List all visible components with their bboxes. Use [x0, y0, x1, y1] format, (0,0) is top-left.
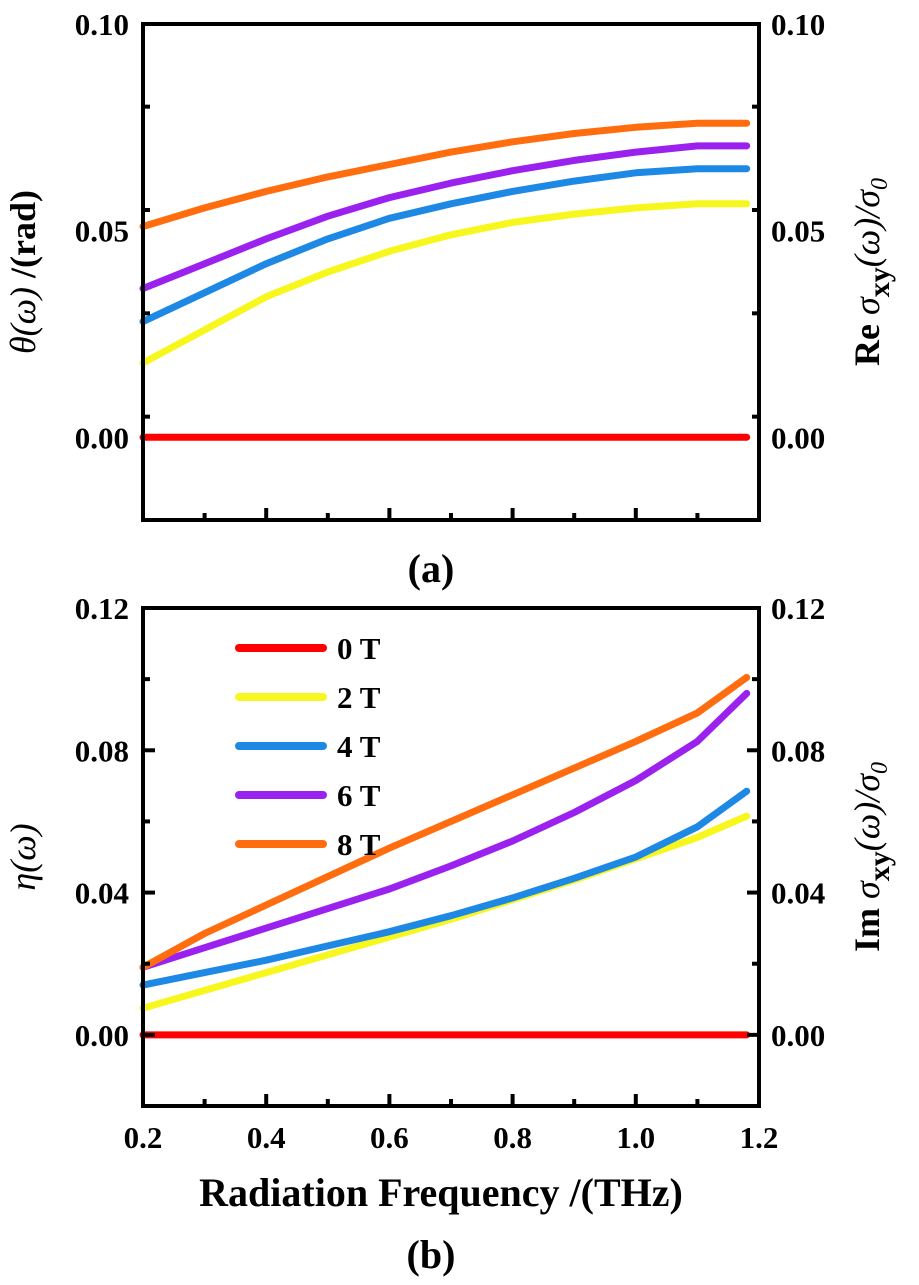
y-tick-label-left: 0.00 [75, 420, 129, 455]
panel-label: (a) [408, 546, 455, 591]
legend-label: 6 T [337, 778, 381, 813]
y-axis-title-right-symbol: σ [847, 880, 887, 899]
y-axis-title-right-symbol: σ [847, 296, 887, 315]
y-axis-title-right-arg: (ω)/σ [847, 189, 887, 267]
y-tick-label-right: 0.12 [771, 591, 825, 626]
x-tick-label: 0.2 [124, 1120, 163, 1155]
panel-a: 0.00 0.05 0.10 0.00 0.05 0.10 θ(ω) /(rad) Re σx… [3, 7, 896, 591]
y-tick-label-left: 0.10 [75, 7, 129, 42]
legend-label: 8 T [337, 827, 381, 862]
y-tick-label-left: 0.00 [75, 1018, 129, 1053]
series-line-2t [139, 200, 751, 367]
plot-frame [141, 606, 761, 1108]
y-axis-title-right-arg: (ω)/σ [847, 773, 887, 851]
y-tick-label-right: 0.04 [771, 876, 825, 911]
y-axis-title-right-sub: xy [863, 267, 896, 297]
y-tick-label-left: 0.12 [75, 591, 129, 626]
y-tick-label-right: 0.00 [771, 1018, 825, 1053]
series-line-4t [139, 787, 751, 989]
y-axis-title-left-unit: /(rad) [3, 190, 43, 287]
x-tick-label: 1.2 [740, 1120, 779, 1155]
legend-label: 4 T [337, 729, 381, 764]
y-axis-title-right-prefix: Re [847, 315, 887, 366]
y-axis-title-left: η(ω) [3, 823, 43, 890]
plot-frame [141, 22, 761, 522]
series-line-6t [139, 689, 751, 971]
panel-label: (b) [407, 1232, 456, 1277]
legend: 0 T 2 T 4 T 6 T 8 T [235, 631, 381, 862]
legend-label: 0 T [337, 631, 381, 666]
y-axis-title-left-symbol: η(ω) [3, 823, 43, 890]
y-tick-label-right: 0.10 [771, 7, 825, 42]
y-axis-title-right-sub0: 0 [867, 178, 893, 190]
y-tick-label-right: 0.05 [771, 214, 825, 249]
legend-label: 2 T [337, 680, 381, 715]
y-axis-title-right-prefix: Im [847, 899, 887, 952]
y-tick-label-right: 0.00 [771, 420, 825, 455]
y-axis-title-left: θ(ω) /(rad) [3, 190, 43, 354]
series-line-8t [139, 119, 751, 230]
y-axis-title-right-sub: xy [863, 851, 896, 881]
y-axis-title-right: Im σxy(ω)/σ0 [847, 762, 896, 952]
y-axis-title-right-sub0: 0 [867, 762, 893, 774]
x-tick-label: 0.4 [247, 1120, 286, 1155]
y-tick-label-right: 0.08 [771, 733, 825, 768]
y-tick-label-left: 0.04 [75, 876, 129, 911]
x-tick-label: 0.8 [493, 1120, 532, 1155]
series-line-8t [139, 673, 751, 971]
series-line-4t [139, 165, 751, 326]
y-axis-title-right: Re σxy(ω)/σ0 [847, 178, 896, 366]
x-tick-label: 0.6 [370, 1120, 409, 1155]
y-axis-title-left-symbol: θ(ω) [3, 287, 43, 354]
y-tick-label-left: 0.08 [75, 733, 129, 768]
x-axis-title: Radiation Frequency /(THz) [199, 1170, 683, 1215]
x-tick-label: 1.0 [616, 1120, 655, 1155]
y-tick-label-left: 0.05 [75, 214, 129, 249]
panel-b: 0.00 0.04 0.08 0.12 0.00 0.04 0.08 0.12 0.2 0.4 0.… [3, 591, 896, 1277]
series-line-6t [139, 142, 751, 292]
